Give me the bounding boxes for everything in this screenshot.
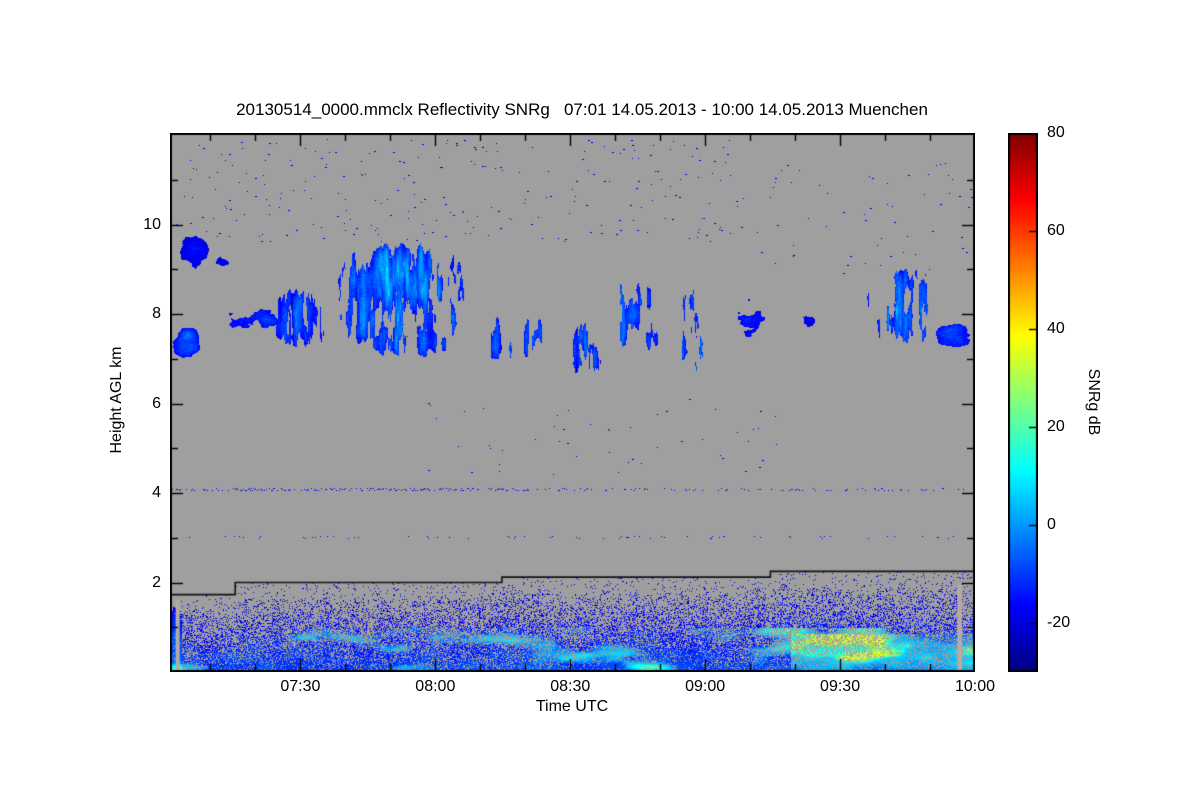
x-tick-label: 08:30 <box>550 678 591 695</box>
colorbar-tick-label: 80 <box>1047 124 1065 141</box>
y-axis-label: Height AGL km <box>108 346 125 454</box>
colorbar-label: SNRg dB <box>1085 368 1102 436</box>
y-tick-label: 6 <box>152 394 161 412</box>
x-tick-label: 09:30 <box>820 678 861 695</box>
x-tick-label: 09:00 <box>685 678 726 695</box>
colorbar-tick-label: 20 <box>1047 418 1065 435</box>
colorbar-tick-label: -20 <box>1047 614 1071 631</box>
chart-title: 20130514_0000.mmclx Reflectivity SNRg 07… <box>236 100 928 119</box>
x-tick-label: 07:30 <box>280 678 321 695</box>
y-tick-label: 10 <box>143 215 161 233</box>
x-tick-label: 10:00 <box>954 678 996 695</box>
y-tick-label: 8 <box>152 305 161 323</box>
colorbar-tick-label: 40 <box>1047 320 1065 337</box>
x-axis-label: Time UTC <box>535 698 609 715</box>
x-tick-label: 08:00 <box>415 678 456 695</box>
colorbar-tick-label: 60 <box>1047 222 1065 239</box>
y-tick-label: 4 <box>152 484 161 502</box>
colorbar-tick-label: 0 <box>1047 516 1056 533</box>
plot-area-canvas <box>170 133 975 672</box>
colorbar-canvas <box>1008 133 1038 672</box>
y-tick-label: 2 <box>152 573 161 591</box>
